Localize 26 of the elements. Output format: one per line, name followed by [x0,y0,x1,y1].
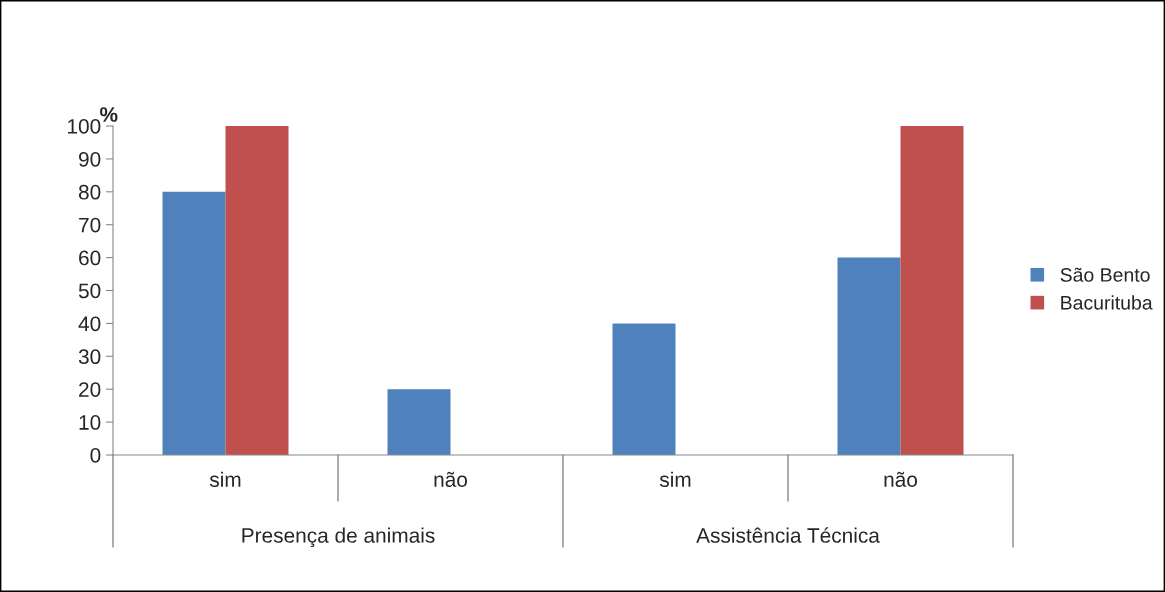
x-tick-label: não [434,471,468,487]
x-tick-label: sim [209,471,241,487]
bar [162,191,226,455]
y-tick-label: 70 [79,217,101,233]
y-tick-label: 80 [78,184,101,200]
x-tick-label: sim [659,471,691,487]
y-tick-label: 40 [78,316,101,332]
legend-label: São Bento [1060,267,1150,282]
legend-label: Bacurituba [1061,295,1153,310]
bar [612,323,676,455]
x-tick-label: não [884,471,918,487]
y-tick-label: 60 [79,250,101,266]
bar [387,389,451,455]
y-tick-label: 0 [90,448,101,463]
text: Assistência Técnica [696,527,880,543]
y-tick-label: 30 [78,349,101,365]
y-tick-label: 90 [79,151,101,167]
text: Presença de animais [242,527,435,548]
y-axis-title: % [100,107,118,122]
y-tick-label: 20 [79,382,101,397]
y-tick-label: 10 [79,415,101,430]
bar [900,126,964,455]
bar [837,257,901,455]
y-tick-label: 50 [78,283,101,299]
y-tick-label: 100 [68,119,101,134]
bar [225,126,289,455]
